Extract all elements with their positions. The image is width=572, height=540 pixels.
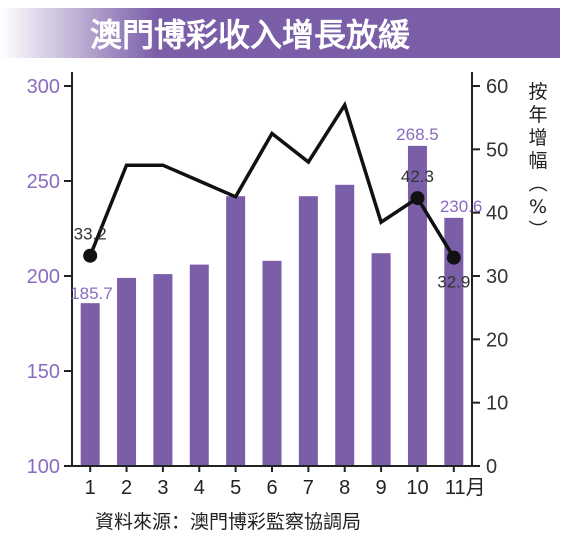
bar — [407, 145, 427, 466]
x-tick-label: 11月 — [445, 477, 486, 499]
bar — [371, 253, 391, 466]
line-value-label: 32.9 — [437, 273, 470, 292]
right-tick-label: 0 — [486, 456, 497, 478]
x-tick-label: 2 — [121, 477, 132, 499]
bar-value-label: 268.5 — [396, 125, 439, 144]
x-tick-label: 9 — [376, 477, 387, 499]
bar — [226, 196, 246, 466]
bar — [335, 184, 355, 467]
line-point — [410, 191, 425, 206]
left-tick-label: 150 — [27, 361, 60, 383]
source-note: 資料來源：澳門博彩監察協調局 — [95, 511, 361, 533]
left-tick-label: 300 — [27, 76, 60, 98]
x-tick-label: 8 — [339, 477, 350, 499]
bar — [189, 264, 209, 466]
x-tick-label: 7 — [303, 477, 314, 499]
line-series — [83, 100, 461, 265]
bar — [117, 277, 137, 466]
left-tick-label: 200 — [27, 266, 60, 288]
right-axis-label-char: 幅 — [528, 150, 547, 172]
right-tick-label: 40 — [486, 203, 508, 225]
right-axis-label-char: 增 — [528, 127, 547, 149]
data-labels: 185.7 268.5 230.6 33.2 42.3 32.9 — [70, 125, 482, 303]
left-axis: 100 150 200 250 300 — [27, 72, 73, 478]
line-point — [446, 250, 461, 265]
right-tick-label: 20 — [486, 329, 508, 351]
bar — [153, 274, 173, 466]
bar-value-label: 230.6 — [440, 197, 483, 216]
right-axis: 0 10 20 30 40 50 60 — [471, 72, 508, 478]
x-tick-label: 6 — [266, 477, 277, 499]
right-axis-label-char: % — [529, 196, 547, 218]
right-axis-label-char: 年 — [528, 104, 547, 126]
left-tick-label: 100 — [27, 456, 60, 478]
line-point — [83, 248, 98, 263]
x-tick-label: 1 — [85, 477, 96, 499]
right-axis-label-char: （ — [526, 173, 548, 192]
bars-series — [80, 145, 464, 467]
line-value-label: 33.2 — [74, 225, 107, 244]
right-axis-label-char: ） — [526, 219, 548, 238]
bar-value-label: 185.7 — [70, 284, 113, 303]
right-tick-label: 50 — [486, 139, 508, 161]
right-tick-label: 60 — [486, 76, 508, 98]
line-value-label: 42.3 — [401, 167, 434, 186]
right-tick-label: 30 — [486, 266, 508, 288]
left-tick-label: 250 — [27, 171, 60, 193]
bar — [80, 303, 100, 466]
right-tick-label: 10 — [486, 393, 508, 415]
bar — [298, 196, 318, 466]
x-tick-label: 5 — [230, 477, 241, 499]
bar — [262, 260, 282, 466]
x-tick-label: 3 — [157, 477, 168, 499]
bar — [444, 217, 464, 466]
title-band — [0, 8, 560, 58]
x-tick-label: 10 — [406, 477, 428, 499]
x-axis: 1 2 3 4 5 6 7 8 9 10 11月 — [72, 465, 486, 499]
x-tick-label: 4 — [194, 477, 205, 499]
chart-title: 澳門博彩收入增長放緩 — [90, 16, 411, 54]
right-axis-label-char: 按 — [528, 81, 547, 103]
line-path — [88, 100, 456, 259]
